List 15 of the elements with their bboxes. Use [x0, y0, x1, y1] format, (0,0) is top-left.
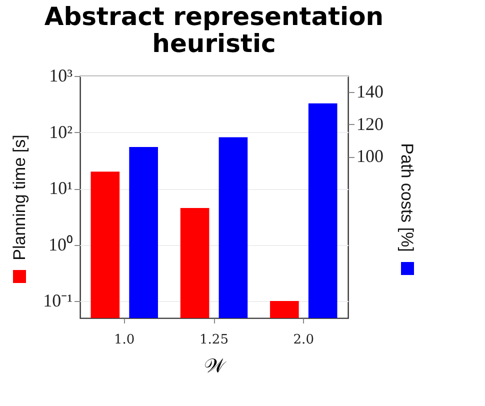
y2-tick-label: 140 [356, 82, 384, 102]
y-tick-label: 10⁰ [48, 234, 72, 254]
y-tick-label: 10³ [49, 66, 74, 86]
x-tick-label: 2.0 [293, 332, 314, 348]
x-axis-title: 𝒲 [204, 354, 227, 378]
y-axis-title: Planning time [s] [10, 134, 30, 260]
y2-tick-label: 120 [356, 114, 384, 134]
x-tick-label: 1.25 [200, 332, 228, 348]
chart-title: Abstract representation heuristic [44, 2, 384, 58]
y-tick-label: 10¹ [49, 178, 72, 198]
y2-tick-label: 100 [356, 146, 384, 166]
x-tick-label: 1.0 [114, 332, 135, 348]
y-tick-label: 10⁻¹ [43, 290, 72, 311]
y-tick-label: 10² [49, 122, 72, 142]
y2-axis-title: Path costs [%] [398, 143, 416, 252]
